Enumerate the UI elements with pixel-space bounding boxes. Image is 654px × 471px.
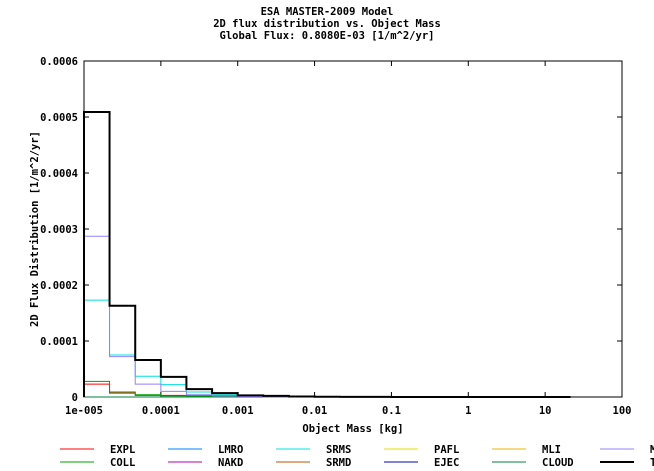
x-tick-label: 10 xyxy=(539,405,552,417)
legend-label-coll: COLL xyxy=(110,457,135,469)
legend-label-srmd: SRMD xyxy=(326,457,351,469)
series-line-total xyxy=(83,110,571,398)
x-tick-label: 1 xyxy=(465,405,471,417)
y-tick-label: 0.0001 xyxy=(40,336,78,348)
x-tick-label: 0.001 xyxy=(222,405,254,417)
legend-label-total: Total xyxy=(650,457,654,469)
chart-title: ESA MASTER-2009 Model xyxy=(260,6,394,18)
legend-label-mtbg: MTBG xyxy=(650,444,654,456)
legend-label-srms: SRMS xyxy=(326,444,351,456)
series-line-mtbg xyxy=(83,235,571,398)
legend-label-lmro: LMRO xyxy=(218,444,243,456)
legend-label-ejec: EJEC xyxy=(434,457,459,469)
y-tick-label: 0.0005 xyxy=(40,112,78,124)
x-tick-label: 0.01 xyxy=(302,405,327,417)
y-tick-label: 0 xyxy=(72,392,78,404)
x-axis-label: Object Mass [kg] xyxy=(302,423,403,435)
chart-global-flux: Global Flux: 0.8080E-03 [1/m^2/yr] xyxy=(219,30,435,42)
x-tick-label: 0.0001 xyxy=(142,405,180,417)
x-tick-label: 0.1 xyxy=(382,405,401,417)
series-line-srms xyxy=(83,299,571,398)
plot-frame xyxy=(83,60,623,398)
y-tick-label: 0.0006 xyxy=(40,56,78,68)
x-tick-label: 1e-005 xyxy=(65,405,103,417)
y-tick-label: 0.0003 xyxy=(40,224,78,236)
x-tick-label: 100 xyxy=(613,405,632,417)
legend-label-mli: MLI xyxy=(542,444,561,456)
legend-label-pafl: PAFL xyxy=(434,444,459,456)
legend-label-nakd: NAKD xyxy=(218,457,243,469)
y-tick-label: 0.0004 xyxy=(40,168,78,180)
y-axis-label: 2D Flux Distribution [1/m^2/yr] xyxy=(29,131,41,327)
legend-label-cloud: CLOUD xyxy=(542,457,574,469)
legend-label-expl: EXPL xyxy=(110,444,135,456)
chart-subtitle: 2D flux distribution vs. Object Mass xyxy=(213,18,441,30)
y-tick-label: 0.0002 xyxy=(40,280,78,292)
